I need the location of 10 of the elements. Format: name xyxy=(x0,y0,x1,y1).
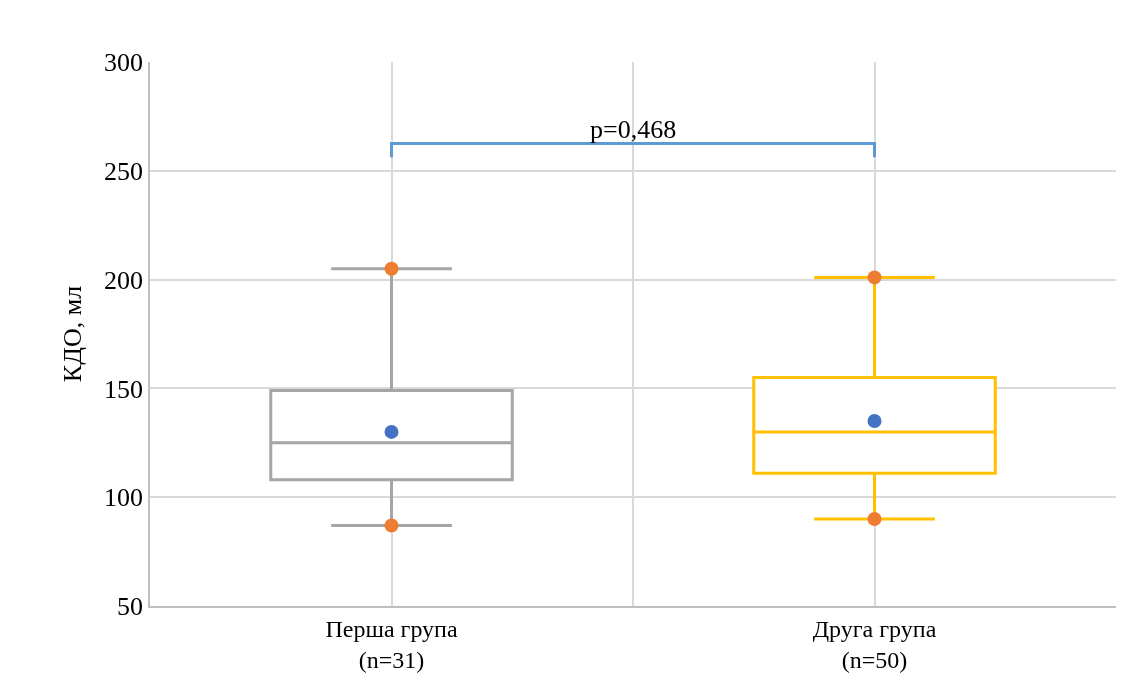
annotation: p=0,468 xyxy=(590,115,677,144)
y-tick-label: 50 xyxy=(117,592,144,622)
y-tick-label: 200 xyxy=(104,265,144,295)
y-tick-label: 250 xyxy=(104,156,144,186)
y-tick-label: 150 xyxy=(104,374,144,404)
y-tick-label: 100 xyxy=(104,483,144,513)
x-tick-label: Друга група (n=50) xyxy=(812,615,937,673)
x-tick-label: Перша група (n=31) xyxy=(325,615,458,673)
y-axis-title: КДО, мл xyxy=(57,285,87,383)
y-tick-label: 300 xyxy=(104,48,144,78)
